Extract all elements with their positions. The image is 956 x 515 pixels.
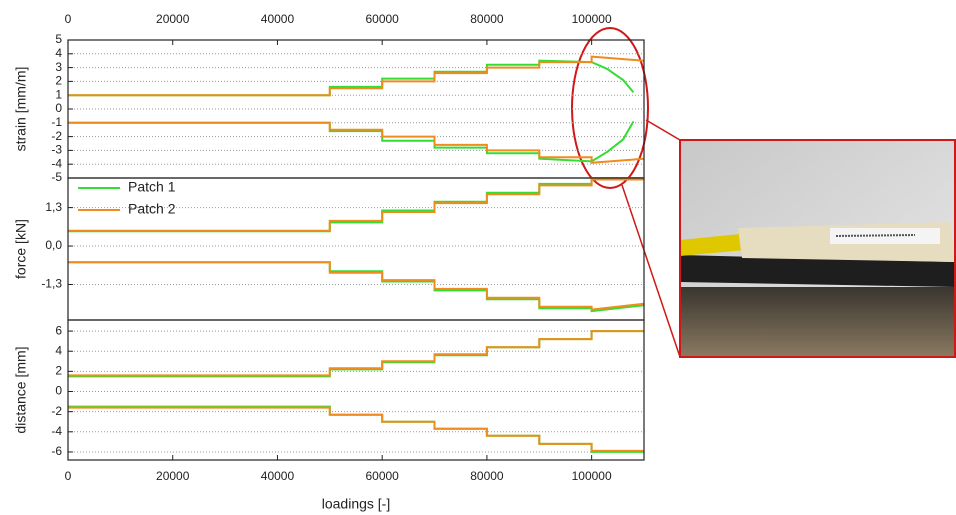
highlight	[571, 27, 681, 358]
x-tick-label: 100000	[572, 12, 612, 26]
x-tick-label: 40000	[261, 12, 295, 26]
y-tick-label: 0,0	[45, 238, 62, 252]
series-line	[68, 177, 644, 233]
series-line	[68, 178, 644, 232]
legend-label: Patch 2	[128, 201, 176, 217]
y-tick-label: -5	[51, 170, 62, 184]
series-line	[68, 330, 644, 378]
y-axis-label: strain [mm/m]	[13, 67, 29, 152]
x-tick-label: 0	[65, 12, 72, 26]
photo	[679, 139, 956, 358]
legend-label: Patch 1	[128, 179, 176, 195]
y-tick-label: -4	[51, 424, 62, 438]
series-line	[68, 120, 635, 163]
series-line	[68, 121, 645, 164]
y-tick-label: 1	[55, 87, 62, 101]
x-tick-label: 80000	[470, 12, 504, 26]
x-tick-label: 0	[65, 469, 72, 483]
y-tick-label: -4	[51, 156, 62, 170]
series-line	[68, 406, 644, 452]
y-tick-label: -1	[51, 115, 62, 129]
y-axis-label: force [kN]	[13, 219, 29, 279]
x-tick-label: 80000	[470, 469, 504, 483]
plot-frame	[67, 177, 645, 321]
y-tick-label: -2	[51, 129, 62, 143]
y-tick-label: 4	[55, 343, 62, 357]
series-line	[68, 261, 645, 311]
x-tick-label: 60000	[365, 469, 399, 483]
y-tick-label: -3	[51, 143, 62, 157]
plot-frame	[67, 319, 645, 461]
x-tick-label: 60000	[365, 12, 399, 26]
x-tick-label: 20000	[156, 469, 190, 483]
y-tick-label: -1,3	[41, 277, 62, 291]
y-tick-label: 6	[55, 323, 62, 337]
y-tick-label: 5	[55, 32, 62, 46]
series-line	[68, 55, 645, 97]
y-tick-label: -6	[51, 444, 62, 458]
y-axis-label: distance [mm]	[13, 346, 29, 433]
panel: 1,3 0,0 -1,3 force [kN] Patch 1 Patch 2	[13, 177, 645, 321]
y-tick-label: -2	[51, 404, 62, 418]
x-axis-label: loadings [-]	[322, 496, 390, 512]
x-tick-label: 20000	[156, 12, 190, 26]
y-tick-label: 4	[55, 46, 62, 60]
series-line	[68, 330, 644, 377]
y-tick-label: 1,3	[45, 200, 62, 214]
y-tick-label: 2	[55, 74, 62, 88]
series-line	[68, 261, 645, 313]
y-tick-label: 0	[55, 101, 62, 115]
panel: -6 -4 -2 0 2 4 6 0 20000 40000 60000 80000 100000 dis…	[13, 319, 645, 512]
y-tick-label: 2	[55, 364, 62, 378]
x-tick-label: 40000	[261, 469, 295, 483]
series-line	[68, 59, 635, 97]
x-tick-label: 100000	[572, 469, 612, 483]
y-tick-label: 0	[55, 384, 62, 398]
y-tick-label: 3	[55, 60, 62, 74]
series-line	[68, 405, 644, 453]
